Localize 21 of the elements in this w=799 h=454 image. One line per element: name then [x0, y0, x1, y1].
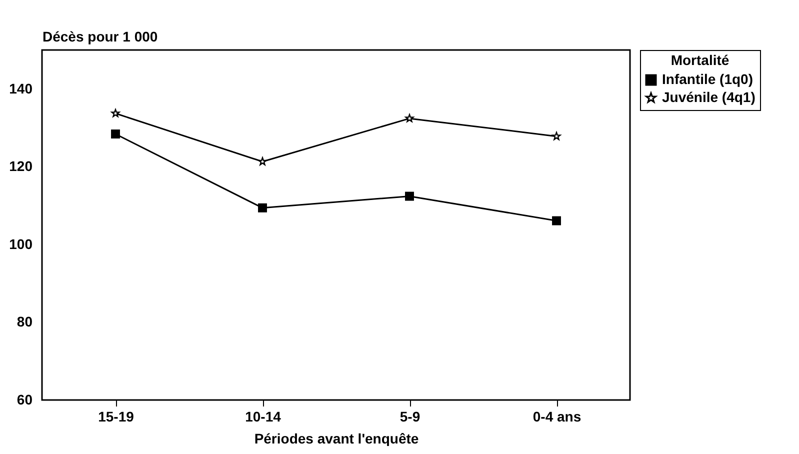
point	[258, 203, 267, 212]
y-tick-label: 120	[9, 158, 33, 174]
legend-title: Mortalité	[670, 52, 730, 68]
point	[405, 114, 414, 122]
x-tick-label: 5-9	[400, 408, 420, 424]
point	[552, 132, 561, 140]
legend-label: Infantile (1q0)	[662, 71, 754, 87]
point	[258, 157, 267, 166]
point	[405, 192, 414, 201]
x-tick-label: 15-19	[98, 408, 134, 424]
point	[111, 130, 120, 138]
y-tick-label: 60	[16, 392, 33, 408]
point	[552, 216, 561, 226]
y-tick-label: 100	[9, 236, 33, 252]
x-tick-label: 10-14	[245, 408, 282, 424]
y-tick-label: 80	[16, 314, 33, 330]
y-axis-title: Décès pour 1 000	[42, 28, 158, 44]
point	[111, 108, 120, 118]
x-tick-label: 0-4 ans	[532, 408, 582, 424]
y-tick-label: 140	[9, 80, 33, 96]
legend-label: Juvénile (4q1)	[662, 89, 756, 105]
